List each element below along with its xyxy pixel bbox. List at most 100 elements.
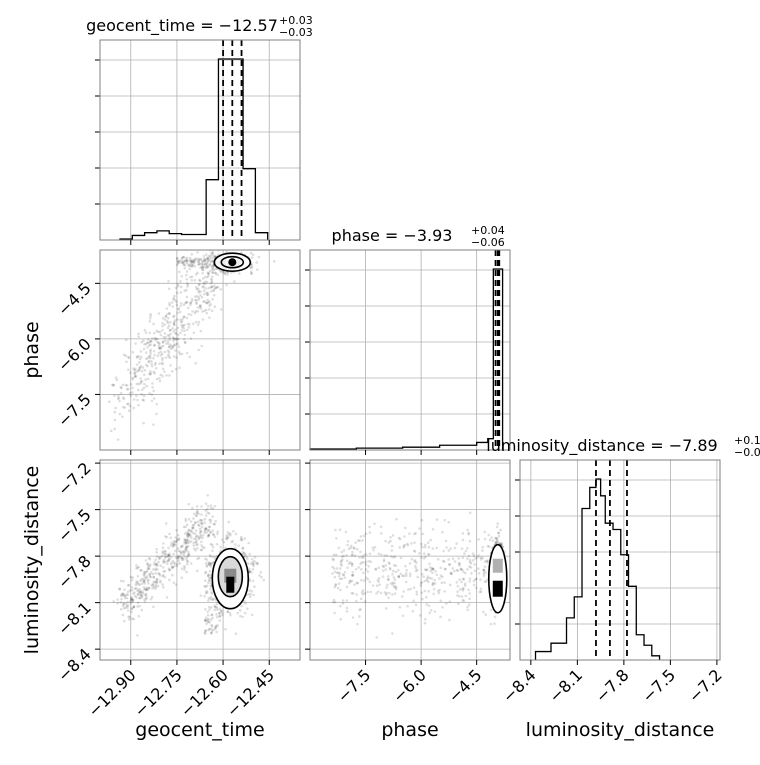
sample-point bbox=[199, 329, 203, 333]
sample-point bbox=[175, 263, 179, 267]
sample-point bbox=[124, 338, 128, 342]
sample-point bbox=[211, 549, 214, 553]
sample-point bbox=[130, 586, 134, 589]
sample-point bbox=[142, 579, 146, 583]
sample-point bbox=[422, 552, 426, 555]
diag-panel-geocent_time: geocent_time = −12.57 +0.03−0.03 bbox=[86, 14, 313, 241]
sample-point bbox=[149, 370, 152, 373]
sample-point bbox=[209, 256, 212, 260]
sample-point bbox=[451, 557, 455, 560]
sample-point bbox=[216, 285, 219, 289]
title-minus: −0.06 bbox=[471, 236, 505, 249]
sample-point bbox=[363, 592, 367, 595]
sample-point bbox=[472, 583, 476, 587]
sample-point bbox=[426, 541, 430, 545]
sample-point bbox=[387, 561, 391, 564]
sample-point bbox=[183, 551, 186, 554]
sample-point bbox=[209, 521, 212, 524]
sample-point bbox=[135, 581, 138, 585]
sample-point bbox=[461, 586, 465, 590]
sample-point bbox=[125, 593, 128, 597]
sample-point bbox=[158, 557, 161, 561]
sample-point bbox=[207, 573, 210, 576]
sample-point bbox=[250, 265, 254, 269]
sample-point bbox=[181, 556, 184, 560]
sample-point bbox=[248, 552, 252, 556]
sample-point bbox=[482, 574, 486, 577]
sample-point bbox=[211, 265, 214, 269]
sample-point bbox=[123, 596, 127, 600]
title-geocent_time: geocent_time = −12.57 bbox=[86, 16, 278, 36]
sample-point bbox=[124, 354, 128, 358]
y-tick-label: −7.8 bbox=[54, 552, 95, 593]
sample-point bbox=[195, 298, 198, 302]
sample-point bbox=[484, 613, 488, 616]
sample-point bbox=[151, 587, 154, 590]
sample-point bbox=[419, 542, 423, 546]
sample-point bbox=[173, 294, 176, 298]
sample-point bbox=[202, 289, 206, 292]
sample-point bbox=[189, 313, 193, 317]
sample-point bbox=[117, 394, 120, 397]
sample-point bbox=[207, 605, 211, 609]
sample-point bbox=[163, 569, 167, 573]
sample-point bbox=[155, 581, 159, 585]
sample-point bbox=[176, 318, 179, 321]
sample-point bbox=[397, 575, 400, 578]
sample-point bbox=[194, 535, 198, 539]
sample-point bbox=[214, 286, 217, 290]
sample-point bbox=[195, 543, 198, 547]
sample-point bbox=[200, 526, 204, 529]
sample-point bbox=[346, 543, 349, 547]
sample-point bbox=[388, 568, 392, 571]
sample-point bbox=[240, 604, 243, 608]
sample-point bbox=[187, 312, 191, 316]
sample-point bbox=[143, 368, 147, 372]
sample-point bbox=[468, 511, 472, 515]
sample-point bbox=[360, 567, 363, 571]
sample-point bbox=[239, 535, 243, 539]
sample-point bbox=[391, 632, 394, 635]
sample-point bbox=[135, 370, 138, 373]
sample-points bbox=[108, 250, 276, 441]
sample-point bbox=[166, 312, 169, 316]
sample-point bbox=[219, 288, 223, 291]
sample-point bbox=[205, 291, 208, 295]
sample-point bbox=[209, 565, 213, 568]
sample-point bbox=[174, 286, 178, 290]
sample-point bbox=[192, 512, 196, 516]
sample-point bbox=[337, 582, 341, 586]
sample-point bbox=[420, 572, 424, 576]
sample-point bbox=[206, 504, 210, 508]
sample-point bbox=[210, 606, 213, 609]
sample-point bbox=[174, 337, 177, 341]
sample-point bbox=[215, 630, 218, 634]
sample-point bbox=[161, 321, 164, 325]
sample-point bbox=[494, 536, 498, 540]
sample-point bbox=[194, 361, 198, 365]
sample-point bbox=[177, 350, 181, 354]
sample-point bbox=[184, 547, 187, 551]
sample-point bbox=[172, 337, 175, 340]
sample-point bbox=[190, 263, 194, 266]
sample-point bbox=[211, 297, 214, 301]
sample-point bbox=[354, 568, 358, 571]
sample-point bbox=[184, 525, 188, 529]
sample-point bbox=[141, 590, 144, 593]
x-tick-label: −7.8 bbox=[592, 665, 633, 706]
sample-point bbox=[172, 339, 175, 343]
sample-point bbox=[214, 626, 218, 629]
sample-point bbox=[161, 550, 165, 553]
sample-point bbox=[138, 588, 141, 591]
sample-point bbox=[225, 250, 228, 254]
sample-point bbox=[137, 388, 140, 392]
sample-point bbox=[173, 320, 176, 324]
sample-point bbox=[202, 300, 205, 303]
sample-point bbox=[122, 602, 126, 606]
sample-point bbox=[188, 541, 191, 544]
sample-point bbox=[251, 253, 255, 257]
sample-point bbox=[138, 367, 141, 370]
sample-point bbox=[350, 564, 354, 568]
sample-point bbox=[431, 527, 435, 531]
sample-point bbox=[209, 277, 213, 281]
